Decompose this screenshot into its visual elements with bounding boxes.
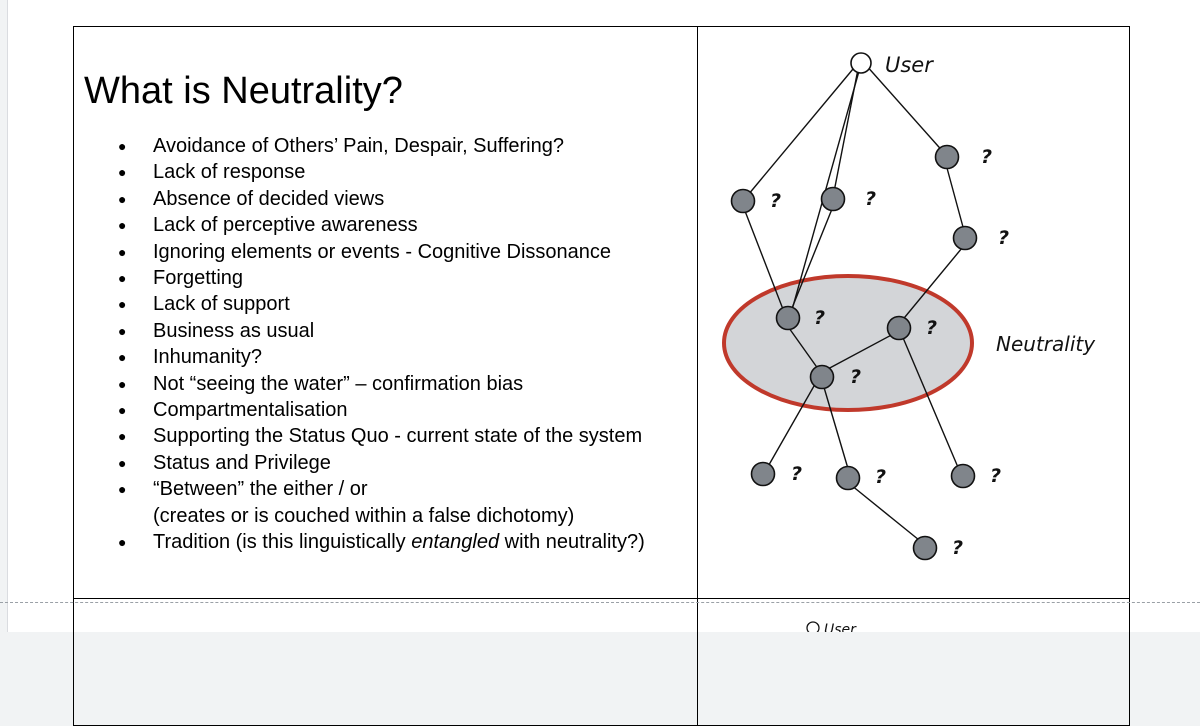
diagram-node (934, 144, 960, 170)
page-title[interactable]: What is Neutrality? (84, 70, 403, 112)
user-node (806, 621, 820, 632)
diagram-node (886, 315, 912, 341)
node-question-mark: ? (981, 146, 992, 168)
node-question-mark: ? (952, 537, 963, 559)
list-item[interactable]: Not “seeing the water” – confirmation bi… (100, 371, 695, 398)
diagram-node (952, 225, 978, 251)
edge (864, 63, 947, 156)
emphasized-word: entangled (411, 531, 500, 554)
edge (900, 332, 961, 473)
diagram-edges (742, 62, 964, 541)
list-item[interactable]: Lack of support (100, 291, 695, 318)
edge (822, 383, 850, 473)
bullet-list[interactable]: Avoidance of Others’ Pain, Despair, Suff… (100, 133, 695, 556)
list-item[interactable]: Absence of decided views (100, 186, 695, 213)
list-item[interactable]: Tradition (is this linguistically entang… (100, 529, 695, 556)
list-item[interactable]: Lack of perceptive awareness (100, 212, 695, 239)
list-item[interactable]: Forgetting (100, 265, 695, 292)
node-question-mark: ? (850, 366, 861, 388)
diagram-node (730, 188, 756, 214)
diagram-nodes (730, 144, 978, 561)
edge (899, 247, 963, 324)
node-question-mark: ? (814, 307, 825, 329)
diagram-node (835, 465, 861, 491)
node-question-mark: ? (990, 465, 1001, 487)
edge (946, 167, 964, 228)
list-item-continuation: (creates or is couched within a false di… (153, 504, 575, 527)
neutrality-diagram: ? ? ? ? ? ? ? ? ? ? ? User Neutrality Us… (722, 52, 1096, 632)
edge (825, 331, 898, 371)
node-marks: ? ? ? ? ? ? ? ? ? ? ? (770, 146, 1009, 559)
diagram-node (775, 305, 801, 331)
neutrality-zone (722, 274, 974, 412)
neutrality-label: Neutrality (996, 332, 1096, 356)
list-item[interactable]: “Between” the either / or (creates or is… (100, 476, 695, 529)
list-item[interactable]: Compartmentalisation (100, 397, 695, 424)
page-margin (0, 0, 8, 632)
user-node (850, 52, 872, 74)
node-question-mark: ? (865, 188, 876, 210)
list-item[interactable]: Lack of response (100, 159, 695, 186)
diagram-node (820, 186, 846, 212)
user-label: User (824, 622, 857, 632)
list-item[interactable]: Status and Privilege (100, 450, 695, 477)
diagram-node (912, 535, 938, 561)
node-question-mark: ? (875, 466, 886, 488)
page-break-line (0, 602, 1200, 603)
edge (742, 62, 859, 202)
table-row-divider (73, 598, 1130, 599)
diagram-node (809, 364, 835, 390)
edge (744, 210, 787, 318)
table-column-divider (697, 26, 698, 726)
user-label: User (885, 53, 934, 77)
list-item[interactable]: Ignoring elements or events - Cognitive … (100, 239, 695, 266)
edge (788, 327, 822, 374)
node-question-mark: ? (926, 317, 937, 339)
node-question-mark: ? (770, 190, 781, 212)
node-question-mark: ? (998, 227, 1009, 249)
diagram-node (950, 463, 976, 489)
edge (787, 208, 833, 319)
list-item[interactable]: Business as usual (100, 318, 695, 345)
edge (765, 378, 819, 471)
node-question-mark: ? (791, 463, 802, 485)
document-page: What is Neutrality? Avoidance of Others’… (0, 0, 1200, 632)
list-item[interactable]: Avoidance of Others’ Pain, Despair, Suff… (100, 133, 695, 160)
list-item[interactable]: Inhumanity? (100, 344, 695, 371)
edge (850, 484, 920, 541)
diagram-node (750, 461, 776, 487)
list-item[interactable]: Supporting the Status Quo - current stat… (100, 423, 695, 450)
